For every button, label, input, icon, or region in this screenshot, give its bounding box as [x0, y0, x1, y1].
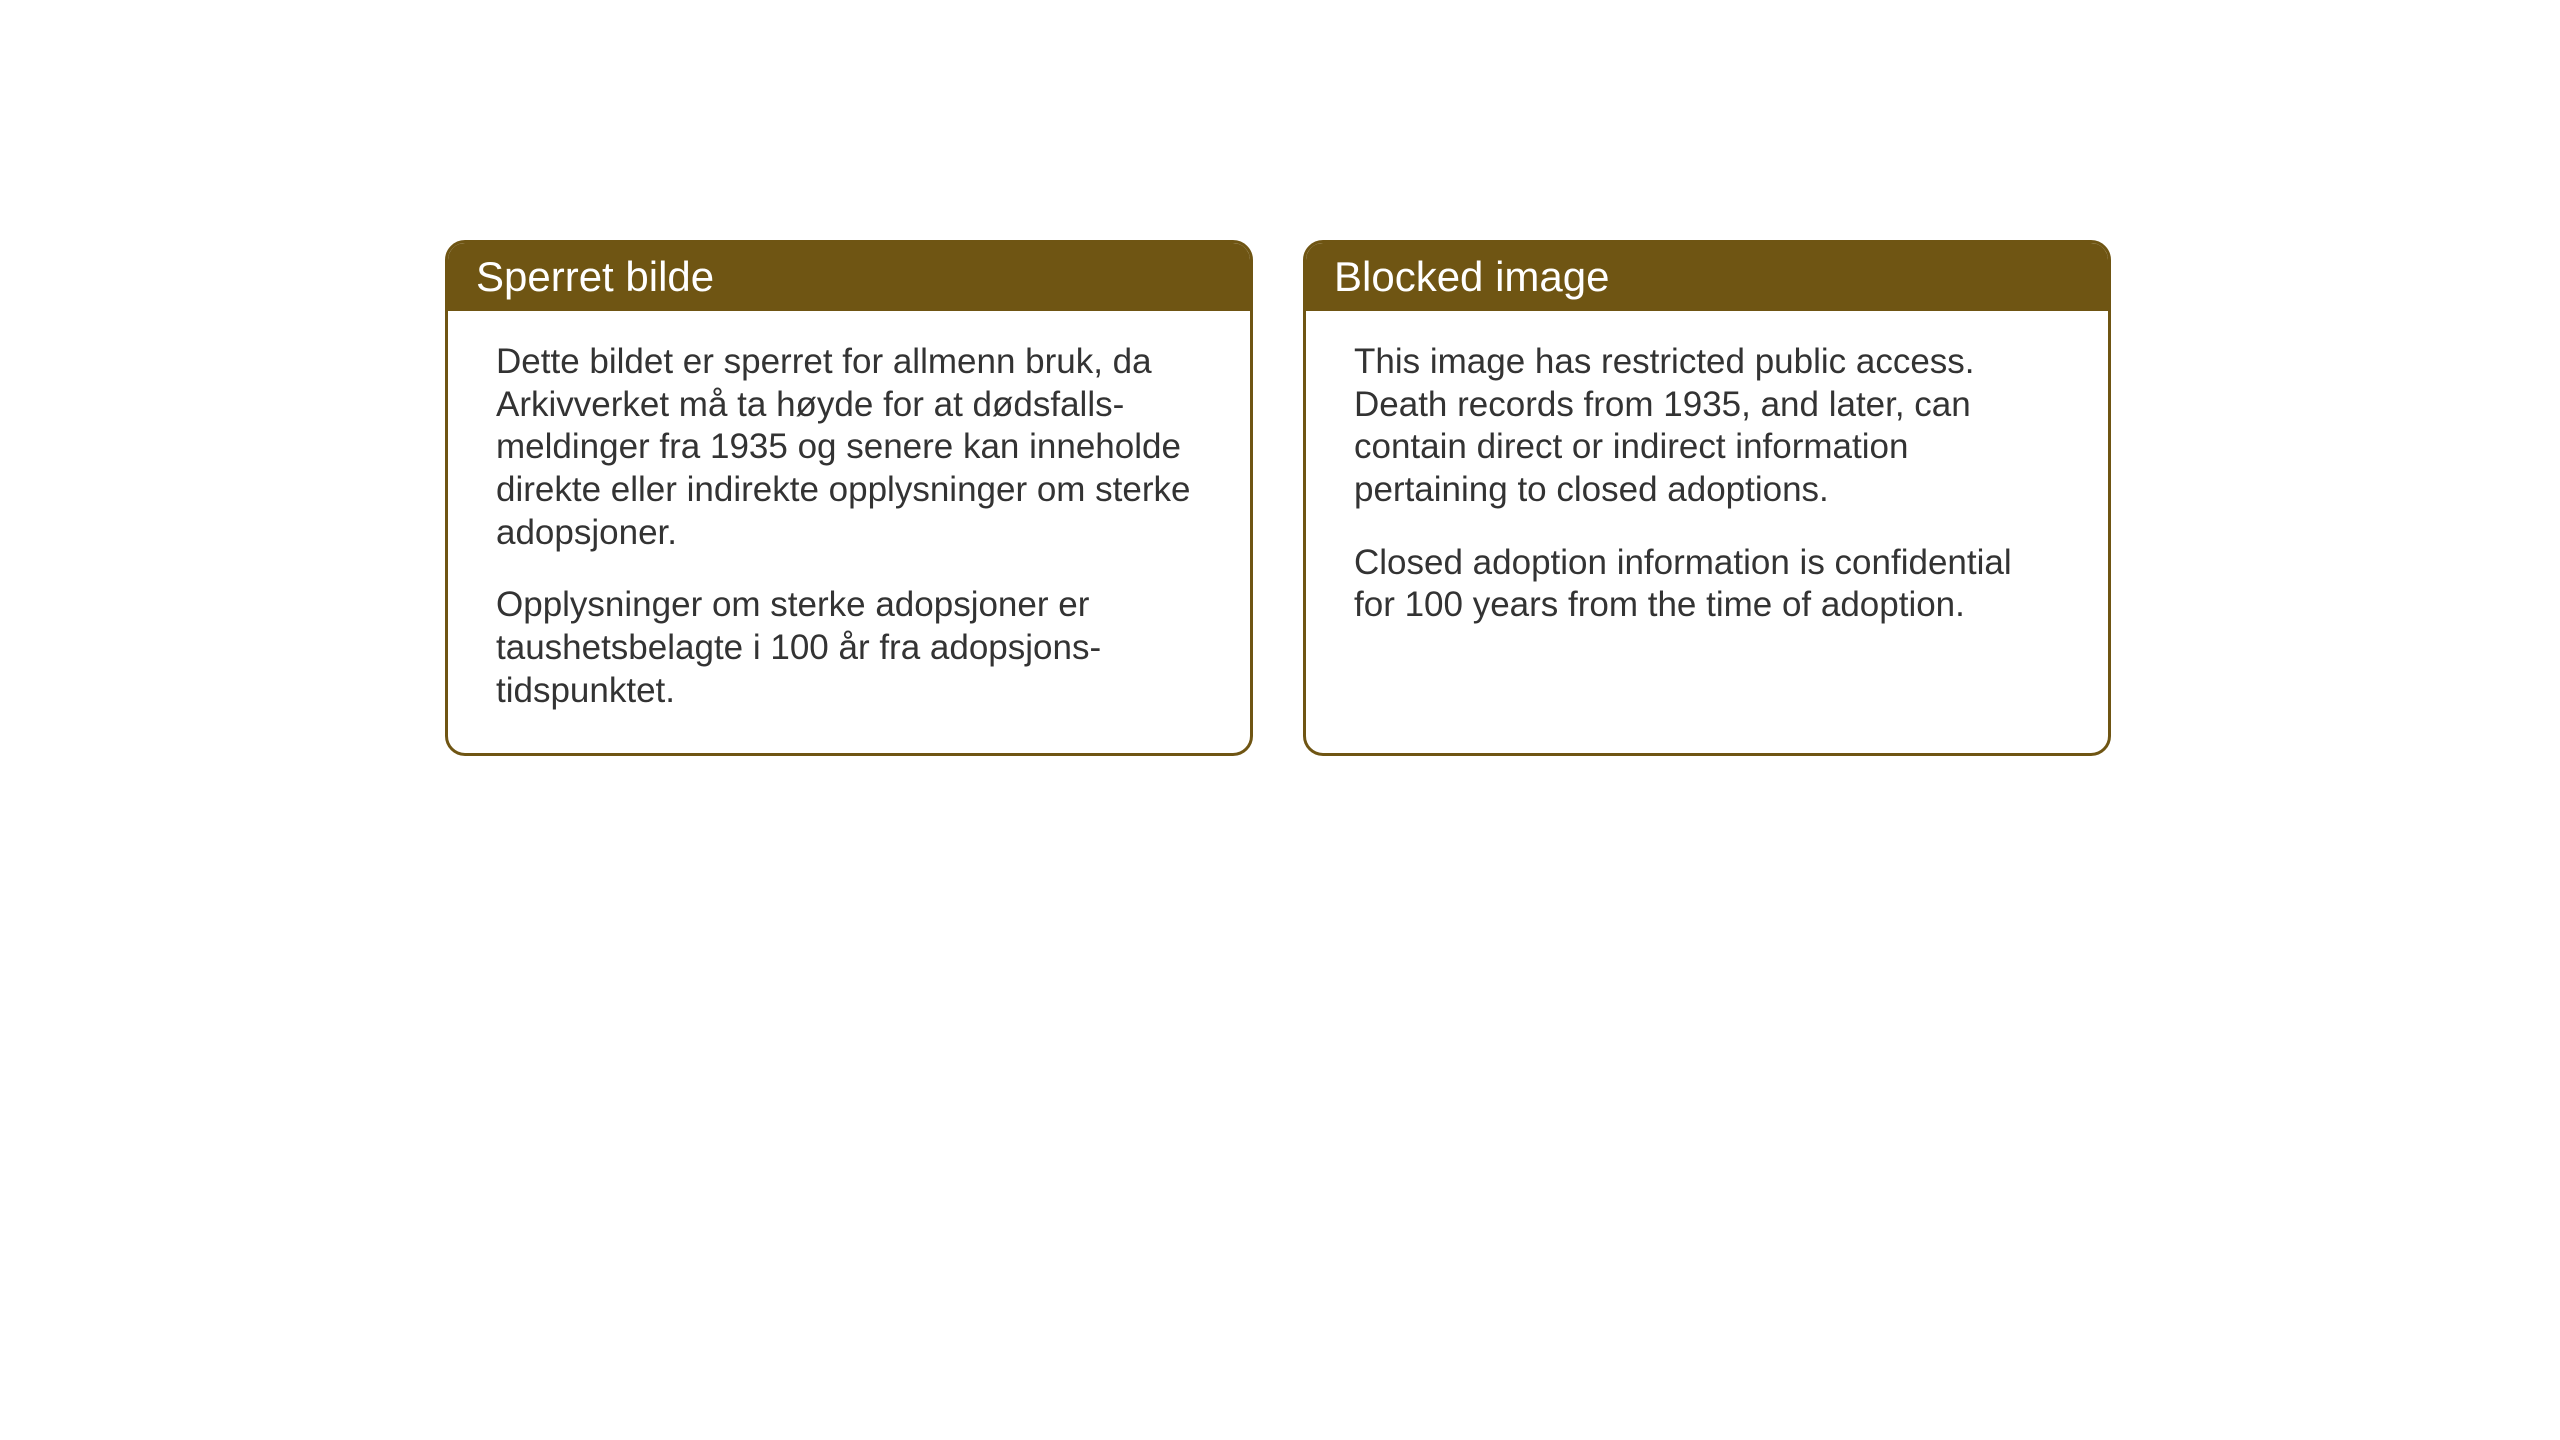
paragraph-english-2: Closed adoption information is confident…: [1354, 542, 2060, 627]
cards-container: Sperret bilde Dette bildet er sperret fo…: [445, 240, 2111, 756]
paragraph-norwegian-2: Opplysninger om sterke adopsjoner er tau…: [496, 584, 1202, 712]
card-title-norwegian: Sperret bilde: [476, 253, 714, 300]
card-body-english: This image has restricted public access.…: [1306, 311, 2108, 721]
card-header-norwegian: Sperret bilde: [448, 243, 1250, 311]
card-body-norwegian: Dette bildet er sperret for allmenn bruk…: [448, 311, 1250, 753]
card-english: Blocked image This image has restricted …: [1303, 240, 2111, 756]
card-header-english: Blocked image: [1306, 243, 2108, 311]
paragraph-english-1: This image has restricted public access.…: [1354, 341, 2060, 512]
paragraph-norwegian-1: Dette bildet er sperret for allmenn bruk…: [496, 341, 1202, 554]
card-norwegian: Sperret bilde Dette bildet er sperret fo…: [445, 240, 1253, 756]
card-title-english: Blocked image: [1334, 253, 1609, 300]
